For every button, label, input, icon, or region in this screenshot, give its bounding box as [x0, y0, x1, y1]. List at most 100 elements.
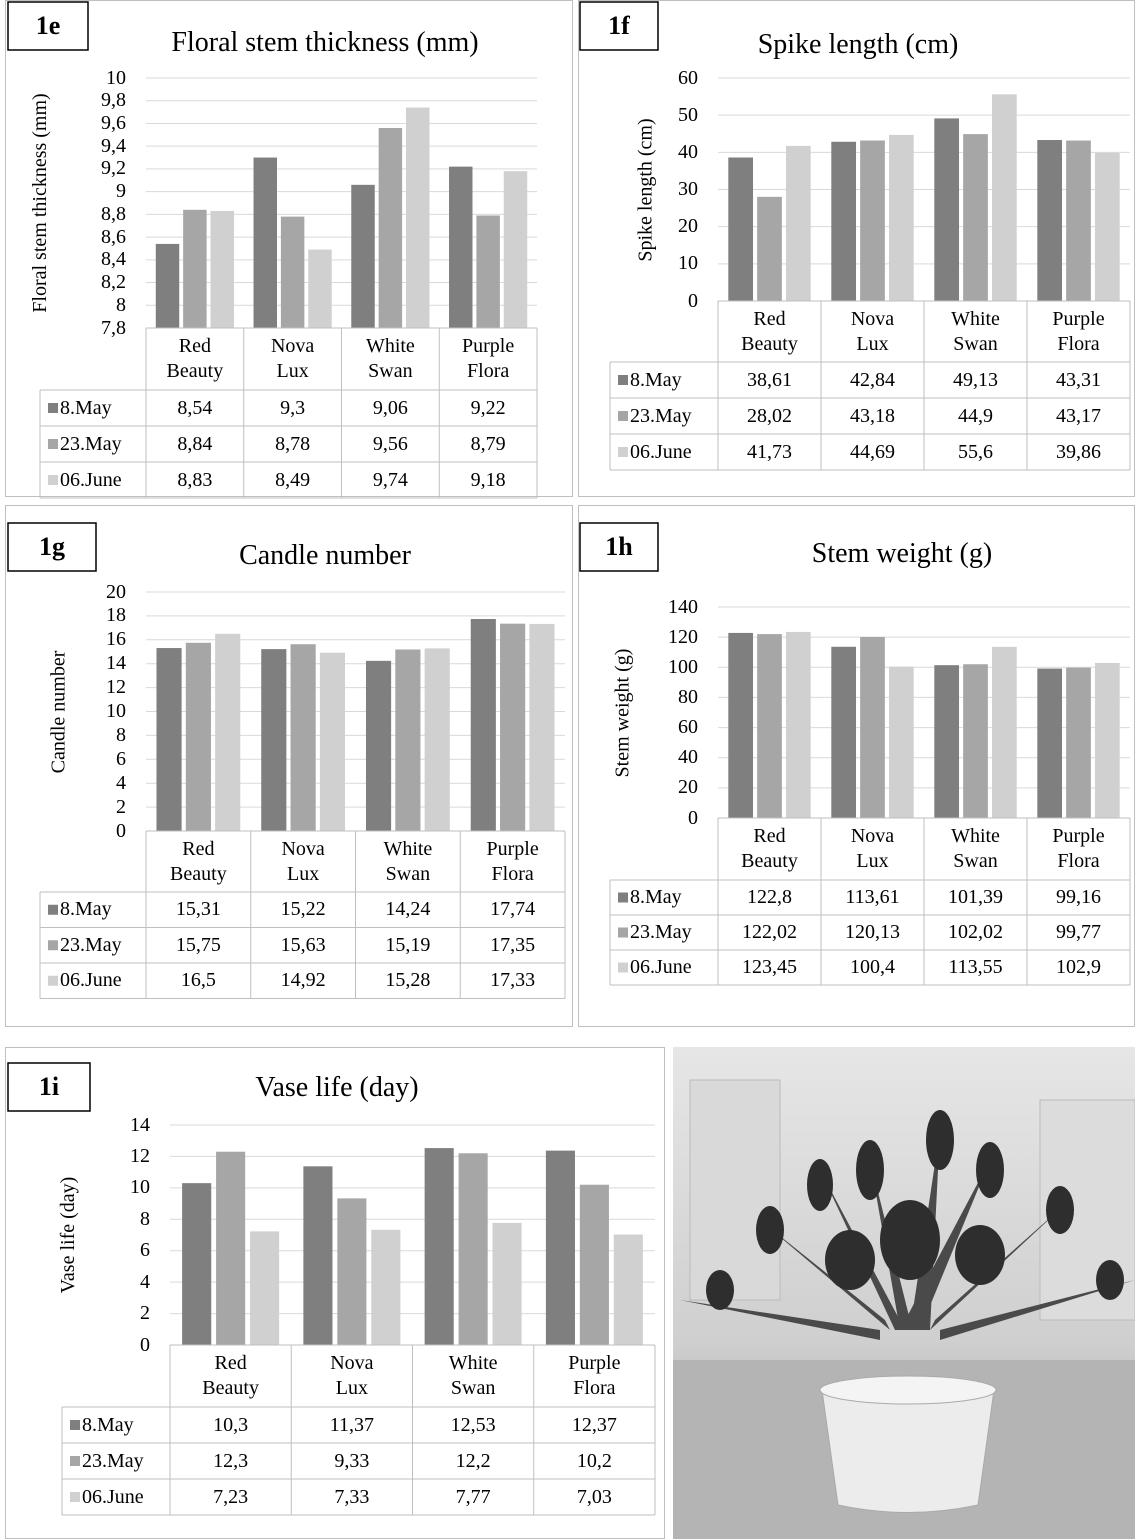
- data-label: 100,4: [821, 950, 924, 985]
- legend-swatch: [48, 475, 58, 485]
- bar: [320, 653, 345, 831]
- x-tick-label: Red Beauty: [170, 1345, 291, 1407]
- data-label: 28,02: [718, 398, 821, 434]
- data-label: 7,23: [170, 1479, 291, 1515]
- legend-label: 8.May: [82, 1407, 168, 1443]
- y-tick-label: 12: [66, 676, 126, 700]
- bar: [449, 167, 472, 328]
- legend-swatch: [48, 940, 58, 950]
- bar: [934, 118, 959, 301]
- legend-swatch: [70, 1492, 80, 1502]
- bar: [303, 1166, 332, 1345]
- bar: [379, 128, 402, 328]
- data-label: 9,06: [342, 390, 440, 426]
- legend-swatch: [48, 403, 58, 413]
- y-tick-label: 0: [66, 819, 126, 843]
- legend-label: 8.May: [60, 390, 144, 426]
- y-tick-label: 16: [66, 628, 126, 652]
- data-label: 9,18: [439, 462, 537, 498]
- y-tick-label: 8: [90, 1207, 150, 1231]
- bar: [500, 624, 525, 831]
- bar: [757, 634, 782, 818]
- bar: [308, 250, 331, 328]
- data-label: 7,77: [413, 1479, 534, 1515]
- y-tick-label: 9: [66, 180, 126, 204]
- legend-label: 8.May: [60, 892, 144, 928]
- bar: [186, 643, 211, 831]
- bar: [337, 1198, 366, 1345]
- bar: [1037, 140, 1062, 301]
- data-label: 15,22: [251, 892, 356, 928]
- data-label: 8,83: [146, 462, 244, 498]
- data-label: 120,13: [821, 915, 924, 950]
- bar: [156, 244, 179, 328]
- data-label: 9,56: [342, 426, 440, 462]
- y-tick-label: 18: [66, 604, 126, 628]
- bar: [425, 1148, 454, 1345]
- data-label: 43,17: [1027, 398, 1130, 434]
- data-label: 17,74: [460, 892, 565, 928]
- data-label: 8,84: [146, 426, 244, 462]
- data-label: 43,18: [821, 398, 924, 434]
- bar: [860, 141, 885, 301]
- y-tick-label: 14: [66, 652, 126, 676]
- bar: [992, 647, 1017, 818]
- y-tick-label: 4: [90, 1270, 150, 1294]
- chart-title: Stem weight (g): [652, 533, 1135, 573]
- data-label: 102,02: [924, 915, 1027, 950]
- data-label: 9,33: [291, 1443, 412, 1479]
- legend-label: 23.May: [60, 928, 144, 964]
- x-tick-label: Purple Flora: [1027, 301, 1130, 362]
- data-label: 43,31: [1027, 362, 1130, 398]
- data-label: 39,86: [1027, 434, 1130, 470]
- bar: [476, 216, 499, 329]
- y-tick-label: 30: [638, 178, 698, 202]
- data-label: 15,63: [251, 928, 356, 964]
- data-label: 99,77: [1027, 915, 1130, 950]
- x-tick-label: Red Beauty: [146, 328, 244, 390]
- y-tick-label: 8,4: [66, 248, 126, 272]
- legend-label: 8.May: [630, 880, 716, 915]
- y-axis-label: Floral stem thickness (mm): [28, 18, 52, 388]
- chart-title: Vase life (day): [87, 1067, 587, 1107]
- data-label: 44,69: [821, 434, 924, 470]
- data-label: 17,35: [460, 928, 565, 964]
- y-tick-label: 9,8: [66, 89, 126, 113]
- y-tick-label: 10: [638, 252, 698, 276]
- x-tick-label: White Swan: [924, 301, 1027, 362]
- x-tick-label: White Swan: [342, 328, 440, 390]
- bar: [211, 211, 234, 328]
- bar: [254, 158, 277, 328]
- bar: [963, 134, 988, 301]
- x-tick-label: Red Beauty: [146, 831, 251, 892]
- y-tick-label: 8,8: [66, 202, 126, 226]
- bar: [529, 624, 554, 831]
- y-axis-label: Stem weight (g): [610, 547, 634, 878]
- bar: [860, 637, 885, 818]
- legend-swatch: [618, 963, 628, 973]
- bar: [182, 1183, 211, 1345]
- bar: [215, 634, 240, 831]
- y-tick-label: 50: [638, 103, 698, 127]
- y-tick-label: 100: [638, 655, 698, 679]
- y-tick-label: 7,8: [66, 316, 126, 340]
- data-label: 15,28: [356, 963, 461, 999]
- legend-swatch: [48, 976, 58, 986]
- data-label: 8,79: [439, 426, 537, 462]
- y-tick-label: 8,6: [66, 225, 126, 249]
- bar: [831, 647, 856, 818]
- chart-title: Spike length (cm): [608, 24, 1108, 64]
- y-tick-label: 60: [638, 66, 698, 90]
- bar: [580, 1185, 609, 1345]
- y-tick-label: 9,2: [66, 157, 126, 181]
- bar: [1066, 668, 1091, 818]
- x-tick-label: Purple Flora: [439, 328, 537, 390]
- legend-swatch: [48, 439, 58, 449]
- y-tick-label: 9,4: [66, 134, 126, 158]
- x-tick-label: White Swan: [356, 831, 461, 892]
- data-label: 17,33: [460, 963, 565, 999]
- y-axis-label: Vase life (day): [56, 1065, 80, 1405]
- y-tick-label: 14: [90, 1113, 150, 1137]
- data-label: 12,3: [170, 1443, 291, 1479]
- legend-label: 06.June: [60, 462, 144, 498]
